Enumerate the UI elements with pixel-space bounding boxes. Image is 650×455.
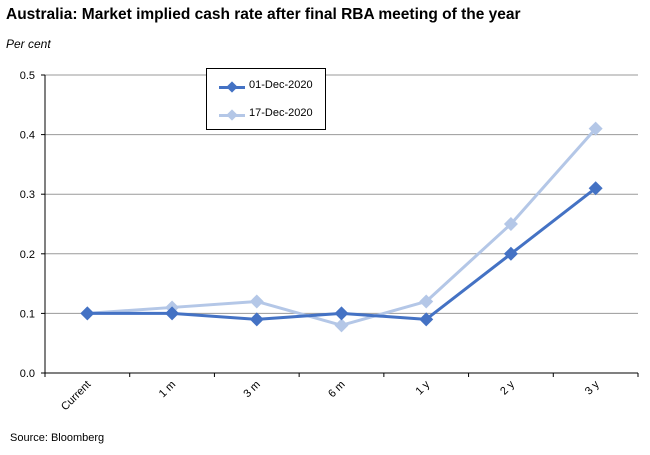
data-point-series-1-6 xyxy=(588,181,603,196)
y-tick-label: 0.5 xyxy=(20,70,35,82)
data-point-series-1-0 xyxy=(80,306,95,321)
x-tick-label: Current xyxy=(59,379,93,413)
data-point-series-2-6 xyxy=(588,121,603,136)
series-line-2 xyxy=(87,127,597,327)
data-point-series-1-5 xyxy=(503,246,518,261)
y-tick-label: 0.2 xyxy=(20,249,35,261)
data-point-series-1-2 xyxy=(249,312,264,327)
y-tick-label: 0.3 xyxy=(20,189,35,201)
legend-label-series-2: 17-Dec-2020 xyxy=(249,107,313,119)
data-point-series-2-5 xyxy=(503,217,518,231)
y-tick-label: 0.4 xyxy=(20,130,35,142)
chart-title: Australia: Market implied cash rate afte… xyxy=(6,6,521,23)
x-tick-label: 3 m xyxy=(241,379,262,400)
legend-diamond-icon-series-2 xyxy=(226,109,238,121)
legend-item-series-2: 17-Dec-2020 xyxy=(217,106,325,122)
axes xyxy=(41,74,639,377)
data-point-series-2-4 xyxy=(419,294,434,309)
y-tick-label: 0.1 xyxy=(20,308,35,320)
data-point-series-2-3 xyxy=(334,318,349,333)
data-point-series-1-3 xyxy=(334,306,349,321)
x-tick-label: 1 y xyxy=(413,378,432,397)
legend: 01-Dec-2020 17-Dec-2020 xyxy=(206,68,326,130)
source-note: Source: Bloomberg xyxy=(10,432,105,444)
gridlines xyxy=(45,74,638,314)
data-point-series-1-1 xyxy=(165,306,180,321)
x-tick-label: 3 y xyxy=(583,378,602,397)
data-point-series-2-2 xyxy=(249,294,264,309)
y-tick-label: 0.0 xyxy=(20,368,35,380)
series xyxy=(80,121,603,333)
x-tick-label: 1 m xyxy=(157,379,178,400)
data-point-series-1-4 xyxy=(419,312,434,327)
legend-item-series-1: 01-Dec-2020 xyxy=(217,78,325,94)
x-tick-label: 2 y xyxy=(498,378,517,397)
legend-label-series-1: 01-Dec-2020 xyxy=(249,79,313,91)
legend-diamond-icon-series-1 xyxy=(226,81,238,93)
y-axis-unit-label: Per cent xyxy=(6,37,51,51)
x-tick-label: 6 m xyxy=(326,379,347,400)
